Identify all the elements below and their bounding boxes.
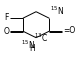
Text: $^{13}$C: $^{13}$C bbox=[34, 32, 48, 44]
Text: F: F bbox=[5, 13, 9, 22]
Text: $^{15}$N: $^{15}$N bbox=[50, 4, 64, 17]
Text: =O: =O bbox=[63, 26, 75, 35]
Text: O: O bbox=[3, 27, 9, 36]
Text: H: H bbox=[30, 44, 35, 53]
Text: $^{15}$N: $^{15}$N bbox=[21, 39, 35, 51]
